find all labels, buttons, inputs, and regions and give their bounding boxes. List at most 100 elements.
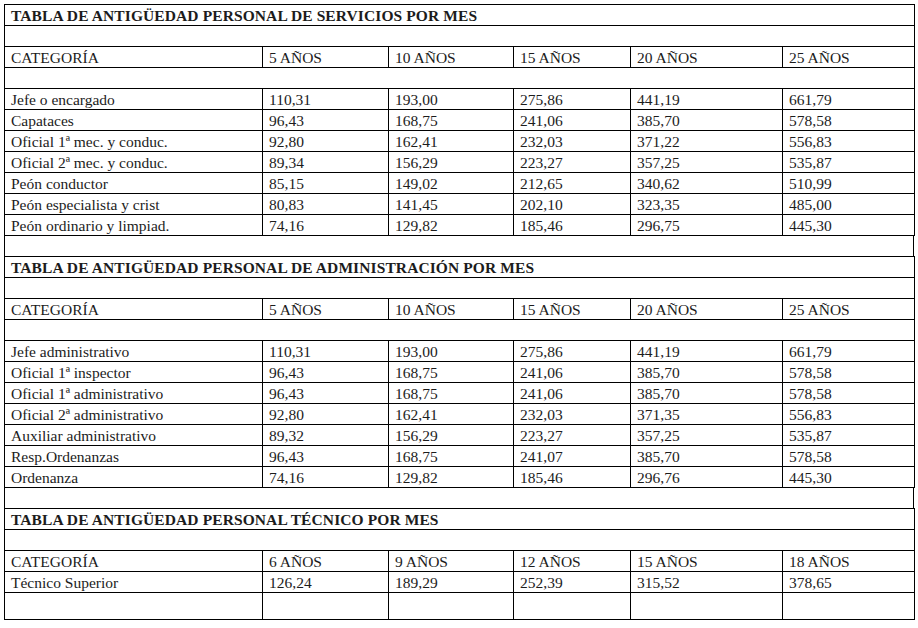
years-header: 10 AÑOS [389, 47, 514, 68]
value-cell [389, 593, 514, 620]
title-row: TABLA DE ANTIGÜEDAD PERSONAL DE ADMINIST… [5, 257, 915, 278]
document-page: TABLA DE ANTIGÜEDAD PERSONAL DE SERVICIO… [0, 0, 918, 628]
value-cell: 110,31 [263, 89, 389, 110]
spacer-row [5, 530, 915, 551]
table-row: Resp.Ordenanzas96,43168,75241,07385,7057… [5, 446, 915, 467]
category-cell: Capataces [5, 110, 263, 131]
category-cell: Peón ordinario y limpiad. [5, 215, 263, 236]
value-cell: 232,03 [514, 404, 631, 425]
value-cell: 378,65 [783, 572, 915, 593]
value-cell: 340,62 [631, 173, 783, 194]
value-cell: 96,43 [263, 383, 389, 404]
value-cell: 296,75 [631, 215, 783, 236]
value-cell: 510,99 [783, 173, 915, 194]
value-cell: 441,19 [631, 341, 783, 362]
spacer-row [5, 68, 915, 89]
value-cell: 485,00 [783, 194, 915, 215]
value-cell: 202,10 [514, 194, 631, 215]
category-cell: Peón conductor [5, 173, 263, 194]
spacer-row [5, 320, 915, 341]
value-cell: 223,27 [514, 152, 631, 173]
partial-cutoff-row [5, 593, 915, 620]
category-cell: Oficial 1ª administrativo [5, 383, 263, 404]
value-cell: 168,75 [389, 110, 514, 131]
category-cell: Ordenanza [5, 467, 263, 488]
value-cell: 185,46 [514, 467, 631, 488]
value-cell: 578,58 [783, 362, 915, 383]
value-cell: 212,65 [514, 173, 631, 194]
spacer-cell [5, 26, 915, 47]
table-row: Jefe o encargado110,31193,00275,86441,19… [5, 89, 915, 110]
tabla-antiguedad-administracion: TABLA DE ANTIGÜEDAD PERSONAL DE ADMINIST… [4, 256, 915, 488]
years-header: 15 AÑOS [631, 551, 783, 572]
value-cell: 371,22 [631, 131, 783, 152]
title-row: TABLA DE ANTIGÜEDAD PERSONAL DE SERVICIO… [5, 5, 915, 26]
value-cell: 80,83 [263, 194, 389, 215]
value-cell: 156,29 [389, 152, 514, 173]
value-cell: 96,43 [263, 362, 389, 383]
value-cell [263, 593, 389, 620]
value-cell [514, 593, 631, 620]
value-cell: 189,29 [389, 572, 514, 593]
value-cell: 162,41 [389, 131, 514, 152]
value-cell: 578,58 [783, 446, 915, 467]
value-cell: 89,32 [263, 425, 389, 446]
years-header: 20 AÑOS [631, 299, 783, 320]
value-cell: 74,16 [263, 215, 389, 236]
value-cell: 252,39 [514, 572, 631, 593]
table-row: Auxiliar administrativo89,32156,29223,27… [5, 425, 915, 446]
table-gap [4, 488, 914, 508]
value-cell: 92,80 [263, 131, 389, 152]
value-cell: 232,03 [514, 131, 631, 152]
years-header: 9 AÑOS [389, 551, 514, 572]
value-cell: 168,75 [389, 383, 514, 404]
value-cell: 241,06 [514, 362, 631, 383]
value-cell: 168,75 [389, 446, 514, 467]
value-cell: 556,83 [783, 404, 915, 425]
value-cell: 126,24 [263, 572, 389, 593]
value-cell: 141,45 [389, 194, 514, 215]
value-cell: 110,31 [263, 341, 389, 362]
value-cell: 92,80 [263, 404, 389, 425]
value-cell: 149,02 [389, 173, 514, 194]
value-cell: 578,58 [783, 110, 915, 131]
header-row: CATEGORÍA5 AÑOS10 AÑOS15 AÑOS20 AÑOS25 A… [5, 47, 915, 68]
tabla-antiguedad-tecnico: TABLA DE ANTIGÜEDAD PERSONAL TÉCNICO POR… [4, 508, 915, 620]
value-cell: 89,34 [263, 152, 389, 173]
table-row: Capataces96,43168,75241,06385,70578,58 [5, 110, 915, 131]
spacer-cell [5, 320, 915, 341]
category-cell: Jefe administrativo [5, 341, 263, 362]
table-row: Técnico Superior126,24189,29252,39315,52… [5, 572, 915, 593]
years-header: 12 AÑOS [514, 551, 631, 572]
table-row: Peón conductor85,15149,02212,65340,62510… [5, 173, 915, 194]
category-cell [5, 593, 263, 620]
table-row: Peón ordinario y limpiad.74,16129,82185,… [5, 215, 915, 236]
header-row: CATEGORÍA6 AÑOS9 AÑOS12 AÑOS15 AÑOS18 AÑ… [5, 551, 915, 572]
spacer-row [5, 26, 915, 47]
value-cell [631, 593, 783, 620]
years-header: 5 AÑOS [263, 47, 389, 68]
years-header: 6 AÑOS [263, 551, 389, 572]
value-cell: 385,70 [631, 446, 783, 467]
value-cell: 315,52 [631, 572, 783, 593]
years-header: 25 AÑOS [783, 299, 915, 320]
category-cell: Auxiliar administrativo [5, 425, 263, 446]
value-cell: 385,70 [631, 362, 783, 383]
value-cell: 129,82 [389, 215, 514, 236]
value-cell: 156,29 [389, 425, 514, 446]
value-cell: 223,27 [514, 425, 631, 446]
value-cell: 296,76 [631, 467, 783, 488]
value-cell: 74,16 [263, 467, 389, 488]
value-cell: 441,19 [631, 89, 783, 110]
value-cell: 357,25 [631, 152, 783, 173]
value-cell: 371,35 [631, 404, 783, 425]
spacer-row [5, 278, 915, 299]
category-cell: Oficial 2ª mec. y conduc. [5, 152, 263, 173]
value-cell: 556,83 [783, 131, 915, 152]
category-cell: Oficial 1ª inspector [5, 362, 263, 383]
value-cell: 241,06 [514, 383, 631, 404]
value-cell: 185,46 [514, 215, 631, 236]
header-row: CATEGORÍA5 AÑOS10 AÑOS15 AÑOS20 AÑOS25 A… [5, 299, 915, 320]
value-cell: 241,06 [514, 110, 631, 131]
value-cell: 357,25 [631, 425, 783, 446]
